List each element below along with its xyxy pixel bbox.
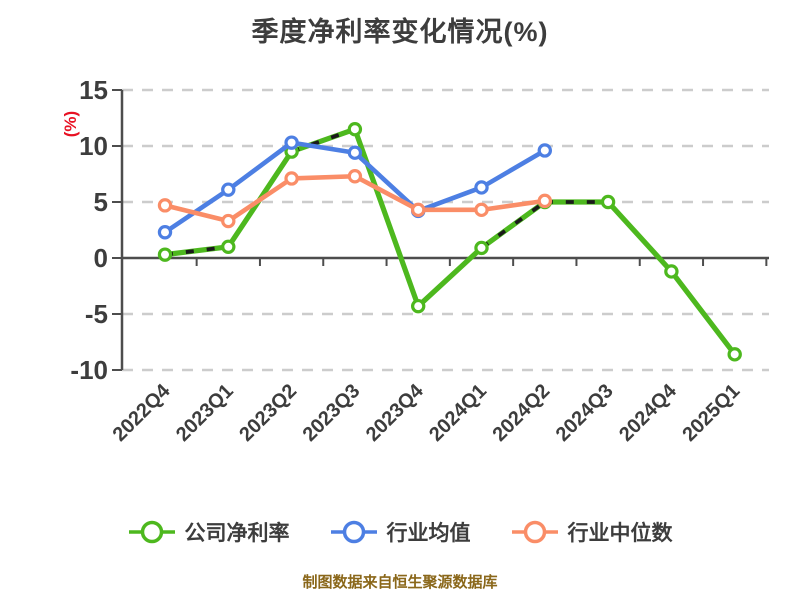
data-point-s2-4 — [411, 202, 426, 218]
legend-label: 公司净利率 — [184, 522, 290, 545]
data-point-s1-3 — [347, 145, 363, 160]
data-source-note: 制图数据来自恒生聚源数据库 — [302, 574, 498, 591]
x-tick-label-2023Q2: 2023Q2 — [235, 380, 301, 446]
x-tick-label-2023Q1: 2023Q1 — [172, 380, 238, 446]
data-point-s0-3 — [347, 121, 363, 137]
data-point-s0-7 — [600, 194, 616, 210]
x-tick-label-2022Q4: 2022Q4 — [109, 379, 176, 446]
y-axis-unit-label: (%) — [61, 110, 80, 138]
y-tick-label: 15 — [79, 75, 108, 105]
chart-title: 季度净利率变化情况(%) — [251, 17, 549, 47]
data-point-s2-5 — [474, 202, 489, 218]
data-point-s2-2 — [284, 171, 299, 186]
y-tick-label: -5 — [85, 299, 108, 329]
data-point-s0-0 — [157, 247, 173, 262]
legend-item-industry-median[interactable]: 行业中位数 — [511, 517, 673, 547]
legend-item-industry-average[interactable]: 行业均值 — [330, 517, 471, 547]
data-point-s2-3 — [347, 169, 363, 184]
x-tick-label-2024Q4: 2024Q4 — [615, 379, 682, 446]
x-tick-label-2024Q3: 2024Q3 — [552, 380, 618, 446]
x-tick-label-2024Q1: 2024Q1 — [425, 380, 491, 446]
data-point-s2-0 — [157, 198, 173, 213]
legend-label: 行业中位数 — [567, 522, 673, 545]
series-dash-overlay — [480, 200, 546, 250]
legend-circle-icon — [342, 520, 365, 544]
x-tick-label-2025Q1: 2025Q1 — [678, 380, 744, 446]
legend-circle-icon — [523, 520, 546, 544]
y-tick-label: 5 — [94, 187, 108, 217]
legend-circle-icon — [140, 520, 163, 544]
data-point-s1-0 — [157, 225, 173, 240]
data-point-s0-9 — [727, 347, 742, 362]
data-point-s0-4 — [411, 298, 426, 314]
legend-label: 行业均值 — [386, 522, 471, 545]
data-point-s0-1 — [221, 239, 236, 254]
data-point-s1-5 — [474, 180, 489, 195]
x-tick-label-2023Q3: 2023Q3 — [299, 380, 365, 446]
data-point-s0-8 — [664, 264, 679, 279]
data-point-s1-6 — [537, 143, 553, 158]
data-point-s1-1 — [221, 182, 236, 197]
data-point-s2-6 — [537, 193, 553, 209]
data-point-s2-1 — [221, 213, 236, 229]
x-tick-label-2024Q2: 2024Q2 — [488, 380, 554, 446]
y-tick-label: -10 — [70, 355, 108, 385]
x-tick-label-2023Q4: 2023Q4 — [362, 379, 429, 446]
legend: 公司净利率 行业均值 行业中位数 — [0, 517, 800, 547]
series-line-0 — [162, 126, 738, 357]
legend-marker-icon — [128, 520, 175, 544]
y-tick-label: 0 — [94, 243, 108, 273]
data-point-s0-5 — [474, 240, 489, 256]
legend-marker-icon — [330, 520, 377, 544]
legend-item-company-net-margin[interactable]: 公司净利率 — [128, 517, 290, 547]
y-tick-label: 10 — [79, 131, 108, 161]
data-point-s1-2 — [284, 135, 299, 150]
legend-marker-icon — [511, 520, 558, 544]
